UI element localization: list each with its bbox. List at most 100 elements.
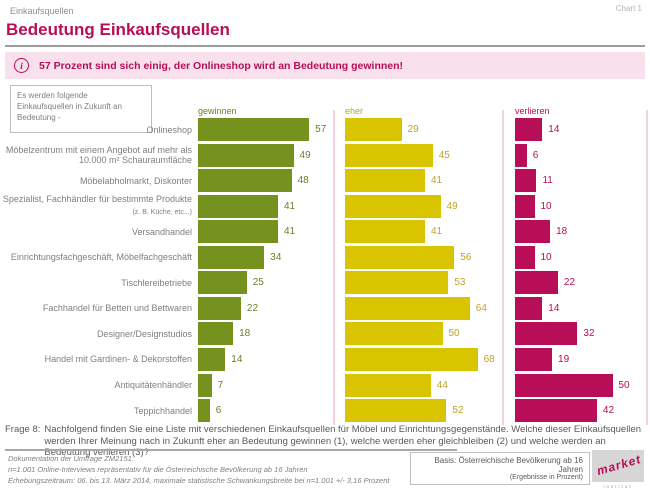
chart-row: Fachhandel für Betten und Bettwaren 22 64 1… (0, 296, 650, 322)
bar-value-eher: 49 (446, 200, 458, 212)
bar-value-eher: 52 (452, 405, 464, 417)
bar-eher (345, 143, 433, 167)
series-header-verlieren: verlieren (515, 106, 550, 116)
bar-verlieren (515, 373, 613, 397)
category-label: Designer/Designstudios (0, 321, 192, 347)
bar-value-verlieren: 10 (540, 200, 552, 212)
basis-box: Basis: Österreichische Bevölkerung ab 16… (410, 452, 590, 485)
bar-eher (345, 118, 402, 141)
chart-row: Spezialist, Fachhändler für bestimmte Pr… (0, 194, 650, 220)
bar-value-gewinnen: 41 (283, 226, 296, 238)
key-finding-text: 57 Prozent sind sich einig, der Onlinesh… (39, 59, 404, 72)
documentation-line-2: n=1.001 Online-Interviews repräsentativ … (8, 464, 308, 474)
bar-eher (345, 296, 470, 320)
chart-row: Onlineshop 57 29 14 (0, 117, 650, 143)
chart-row: Versandhandel 41 41 18 (0, 219, 650, 245)
bar-value-eher: 50 (448, 328, 460, 340)
category-label-text: Onlineshop (146, 124, 192, 135)
bar-eher (345, 220, 425, 244)
market-institut-logo: market institut (592, 450, 644, 489)
info-icon: i (14, 58, 29, 73)
bar-value-verlieren: 50 (618, 379, 630, 391)
bar-value-gewinnen: 48 (297, 175, 309, 187)
bar-verlieren (515, 245, 535, 269)
bar-value-gewinnen: 18 (239, 328, 251, 340)
bar-gewinnen (198, 118, 310, 141)
bar-verlieren (515, 347, 553, 371)
chart-row: Designer/Designstudios 18 50 32 (0, 321, 650, 347)
question-label: Frage 8: (5, 424, 41, 435)
chart-row: Tischlereibetriebe 25 53 22 (0, 270, 650, 296)
chart-row: Handel mit Gardinen- & Dekorstoffen 14 68 1… (0, 347, 650, 373)
bar-verlieren (515, 271, 558, 295)
column-separator (333, 110, 335, 425)
category-label-text: Handel mit Gardinen- & Dekorstoffen (44, 354, 192, 365)
key-finding-callout: i 57 Prozent sind sich einig, der Online… (5, 52, 645, 79)
bar-value-eher: 41 (430, 175, 443, 187)
bar-value-verlieren: 10 (540, 251, 552, 263)
series-header-eher: eher (345, 106, 364, 116)
category-label: Onlineshop (0, 117, 192, 143)
column-separator (502, 110, 504, 425)
basis-line-1: Basis: Österreichische Bevölkerung ab 16… (434, 456, 583, 474)
bar-gewinnen (198, 296, 241, 320)
documentation-line-3: Erhebungszeitraum: 06. bis 13. März 2014… (8, 475, 390, 485)
bar-value-verlieren: 32 (583, 328, 595, 340)
bar-verlieren (515, 296, 543, 320)
category-label-text: Einrichtungsfachgeschäft, Möbelfachgesch… (10, 252, 192, 263)
bar-value-eher: 56 (460, 251, 472, 263)
bar-verlieren (515, 399, 597, 423)
bar-value-verlieren: 19 (558, 353, 570, 365)
bar-eher (345, 271, 449, 295)
bar-value-eher: 44 (436, 379, 448, 391)
bar-value-eher: 41 (430, 226, 443, 238)
bar-value-verlieren: 22 (563, 277, 576, 289)
bar-eher (345, 373, 431, 397)
bar-value-eher: 53 (454, 277, 466, 289)
breadcrumb: Einkaufsquellen (10, 6, 74, 16)
category-label: Möbelzentrum mit einem Angebot auf mehr … (0, 143, 192, 169)
chart-row: Antiquitätenhändler 7 44 50 (0, 373, 650, 399)
bar-gewinnen (198, 220, 278, 244)
category-label: Fachhandel für Betten und Bettwaren (0, 296, 192, 322)
bar-chart: Onlineshop 57 29 14 Möbelzentrum mit einem A… (0, 117, 650, 425)
title-divider (5, 45, 645, 47)
logo-word: market (595, 452, 643, 478)
footer-divider (5, 449, 457, 451)
bar-verlieren (515, 169, 537, 193)
bar-value-gewinnen: 22 (246, 302, 259, 314)
bar-value-eher: 45 (438, 149, 450, 161)
bar-gewinnen (198, 143, 294, 167)
series-header-gewinnen: gewinnen (198, 106, 237, 116)
bar-eher (345, 245, 455, 269)
category-label-text: Möbelzentrum mit einem Angebot auf mehr … (5, 144, 192, 166)
category-label-text: Antiquitätenhändler (114, 380, 192, 390)
bar-value-verlieren: 14 (548, 302, 560, 314)
bar-eher (345, 169, 425, 193)
bar-value-verlieren: 42 (602, 405, 615, 417)
category-label-text: Teppichhandel (133, 405, 192, 416)
bar-verlieren (515, 143, 527, 167)
category-label: Versandhandel (0, 219, 192, 245)
bar-gewinnen (198, 169, 292, 193)
chart-row: Einrichtungsfachgeschäft, Möbelfachgesch… (0, 245, 650, 271)
bar-eher (345, 322, 443, 346)
bar-eher (345, 347, 478, 371)
category-label-text: Möbelabholmarkt, Diskonter (79, 175, 192, 186)
category-label: Einrichtungsfachgeschäft, Möbelfachgesch… (0, 245, 192, 271)
bar-gewinnen (198, 245, 265, 269)
category-note: (z. B. Küche, etc...) (132, 209, 192, 217)
documentation-note: Dokumentation der Umfrage ZM2151: n=1.00… (8, 454, 398, 487)
bar-gewinnen (198, 347, 226, 371)
question-text: Nachfolgend finden Sie eine Liste mit ve… (44, 424, 641, 458)
bar-value-gewinnen: 57 (315, 124, 327, 135)
bar-value-verlieren: 18 (556, 226, 568, 238)
bar-value-gewinnen: 7 (217, 379, 224, 391)
column-separator (646, 110, 648, 425)
bar-eher (345, 399, 447, 423)
page-title: Bedeutung Einkaufsquellen (6, 20, 230, 39)
category-label: Möbelabholmarkt, Diskonter (0, 168, 192, 194)
category-label: Tischlereibetriebe (0, 270, 192, 296)
bar-value-verlieren: 11 (542, 175, 553, 187)
